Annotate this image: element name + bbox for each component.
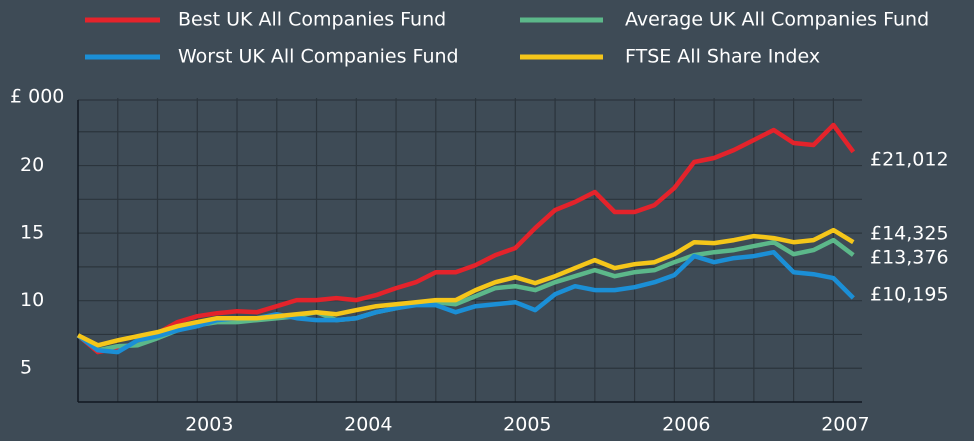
legend-label: Best UK All Companies Fund: [178, 9, 446, 31]
x-tick-label: 2005: [503, 414, 551, 436]
x-tick-label: 2007: [821, 414, 869, 436]
y-axis-label: £ 000: [10, 86, 64, 108]
end-label: £10,195: [870, 284, 949, 306]
end-label: £14,325: [870, 223, 949, 245]
y-tick-label: 5: [20, 357, 32, 379]
x-tick-label: 2003: [185, 414, 233, 436]
end-label: £21,012: [870, 148, 949, 170]
series-line: [76, 249, 855, 355]
legend-label: Worst UK All Companies Fund: [178, 46, 459, 68]
y-tick-label: 20: [20, 154, 44, 176]
legend-label: Average UK All Companies Fund: [625, 9, 929, 31]
x-tick-label: 2004: [344, 414, 392, 436]
y-tick-label: 10: [20, 289, 44, 311]
end-label: £13,376: [870, 247, 949, 269]
series-line: [76, 227, 855, 348]
legend-label: FTSE All Share Index: [625, 46, 820, 68]
y-tick-label: 15: [20, 222, 44, 244]
series-line: [76, 122, 856, 355]
x-tick-label: 2006: [662, 414, 710, 436]
